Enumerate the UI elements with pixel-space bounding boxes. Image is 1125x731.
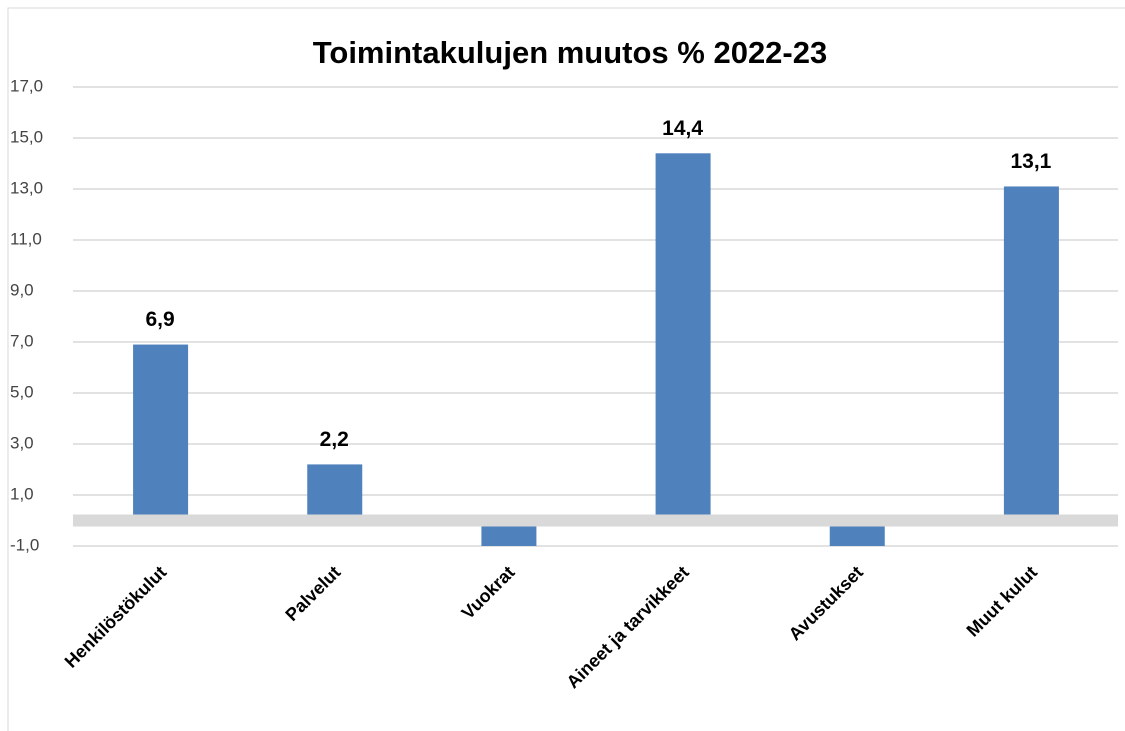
y-tick-label: 11,0 bbox=[10, 229, 42, 248]
bar bbox=[481, 526, 537, 546]
bar bbox=[829, 526, 885, 546]
x-tick-label: Vuokrat bbox=[458, 562, 519, 623]
value-label: 2,2 bbox=[320, 428, 349, 451]
bar bbox=[655, 153, 711, 515]
y-tick-label: 15,0 bbox=[10, 127, 43, 146]
y-tick-label: 7,0 bbox=[10, 331, 34, 350]
y-tick-label: 9,0 bbox=[10, 280, 34, 299]
x-tick-label: Muut kulut bbox=[963, 562, 1041, 640]
bar bbox=[133, 344, 189, 515]
chart-frame bbox=[7, 7, 1125, 731]
y-tick-label: 17,0 bbox=[10, 76, 43, 95]
y-tick-label: -1,0 bbox=[10, 535, 39, 554]
value-label: 13,1 bbox=[1010, 150, 1051, 173]
chart-title: Toimintakulujen muutos % 2022-23 bbox=[313, 35, 827, 70]
y-tick-label: 5,0 bbox=[10, 382, 34, 401]
value-label: 6,9 bbox=[145, 308, 174, 331]
y-tick-label: 3,0 bbox=[10, 433, 34, 452]
bar bbox=[1003, 186, 1059, 515]
x-tick-label: Palvelut bbox=[281, 562, 344, 625]
x-tick-label: Aineet ja tarvikkeet bbox=[563, 562, 693, 692]
y-tick-label: 1,0 bbox=[10, 484, 34, 503]
value-label: 14,4 bbox=[662, 117, 703, 140]
x-tick-label: Henkilöstökulut bbox=[61, 562, 171, 672]
bar bbox=[307, 464, 363, 515]
y-tick-label: 13,0 bbox=[10, 178, 43, 197]
x-tick-label: Avustukset bbox=[785, 562, 867, 644]
